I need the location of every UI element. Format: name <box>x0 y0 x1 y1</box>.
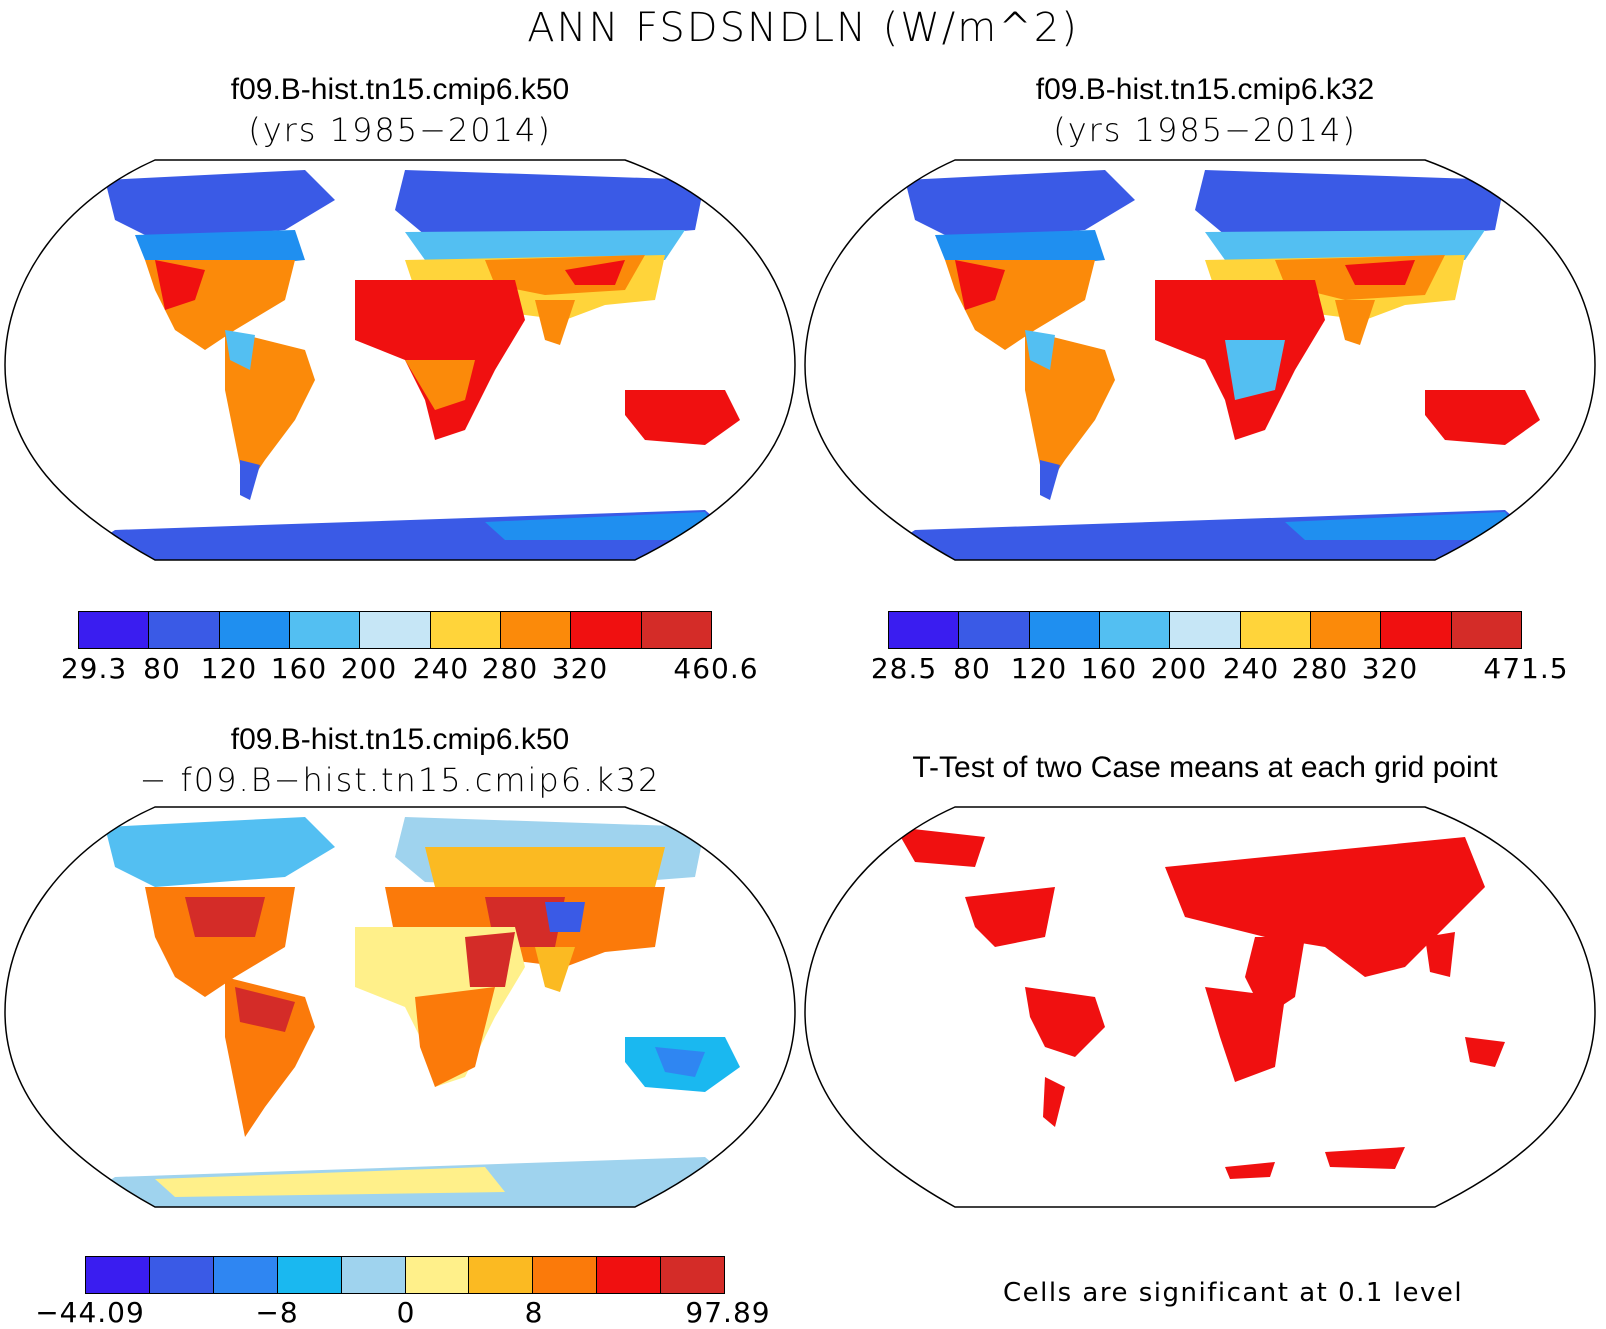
colorbar-swatch <box>1310 612 1382 648</box>
panel-k50-title: f09.B-hist.tn15.cmip6.k50 (yrs 1985−2014… <box>0 70 800 150</box>
colorbar-swatch <box>500 612 572 648</box>
panel-k32-case: f09.B-hist.tn15.cmip6.k32 <box>1035 73 1375 106</box>
panel-k32-years: (yrs 1985−2014) <box>1053 111 1357 149</box>
panel-ttest-title: T-Test of two Case means at each grid po… <box>805 748 1605 788</box>
colorbar-tick-label: 97.89 <box>685 1296 771 1329</box>
panel-diff-case-b: − f09.B−hist.tn15.cmip6.k32 <box>139 761 661 799</box>
colorbar-swatch <box>959 612 1030 648</box>
panel-k50-years: (yrs 1985−2014) <box>248 111 552 149</box>
colorbar-tick-label: 120 <box>200 652 258 685</box>
colorbar-swatch <box>533 1257 598 1293</box>
colorbar-swatch <box>430 612 501 648</box>
colorbar-tick-label: 0 <box>396 1296 416 1329</box>
map-k50 <box>4 159 796 561</box>
colorbar-swatch <box>571 612 642 648</box>
colorbar-diff <box>85 1256 725 1294</box>
significance-note: Cells are significant at 0.1 level <box>1003 1278 1464 1308</box>
colorbar-tick-label: 320 <box>1361 652 1419 685</box>
map-ttest <box>804 806 1596 1208</box>
colorbar-swatch <box>405 1257 470 1293</box>
panel-diff-title: f09.B-hist.tn15.cmip6.k50 − f09.B−hist.t… <box>0 720 800 800</box>
figure-title: ANN FSDSNDLN (W/m^2) <box>527 5 1079 51</box>
colorbar-tick-label: 460.6 <box>673 652 759 685</box>
colorbar-swatch <box>79 612 150 648</box>
colorbar-k32 <box>888 611 1522 649</box>
colorbar-swatch <box>213 1257 278 1293</box>
map-k32 <box>804 159 1596 561</box>
colorbar-tick-label: 320 <box>551 652 609 685</box>
colorbar-tick-label: 160 <box>270 652 328 685</box>
colorbar-swatch <box>1029 612 1100 648</box>
colorbar-tick-label: −8 <box>255 1296 299 1329</box>
colorbar-swatch <box>86 1257 150 1293</box>
colorbar-swatch <box>889 612 960 648</box>
colorbar-swatch <box>661 1257 725 1293</box>
colorbar-tick-label: 80 <box>953 652 991 685</box>
colorbar-swatch <box>1240 612 1311 648</box>
colorbar-tick-label: 200 <box>1150 652 1208 685</box>
panel-diff-case-a: f09.B-hist.tn15.cmip6.k50 <box>230 723 570 756</box>
colorbar-swatch <box>149 1257 214 1293</box>
colorbar-swatch <box>341 1257 406 1293</box>
colorbar-tick-label: 240 <box>412 652 470 685</box>
colorbar-swatch <box>219 612 290 648</box>
colorbar-swatch <box>1099 612 1171 648</box>
colorbar-k50 <box>78 611 712 649</box>
significant-cells <box>895 827 1505 1179</box>
colorbar-swatch <box>1170 612 1241 648</box>
colorbar-tick-label: 280 <box>1291 652 1349 685</box>
colorbar-swatch <box>277 1257 342 1293</box>
colorbar-tick-label: 471.5 <box>1483 652 1569 685</box>
map-diff <box>4 806 796 1208</box>
colorbar-swatch <box>641 612 711 648</box>
colorbar-tick-label: 28.5 <box>870 652 938 685</box>
colorbar-tick-label: 120 <box>1010 652 1068 685</box>
colorbar-tick-label: 80 <box>143 652 181 685</box>
colorbar-tick-label: 200 <box>340 652 398 685</box>
colorbar-swatch <box>360 612 431 648</box>
colorbar-tick-label: 160 <box>1080 652 1138 685</box>
colorbar-swatch <box>149 612 220 648</box>
panel-ttest-heading: T-Test of two Case means at each grid po… <box>912 751 1498 784</box>
colorbar-tick-label: 8 <box>524 1296 544 1329</box>
colorbar-tick-label: −44.09 <box>35 1296 145 1329</box>
colorbar-tick-label: 240 <box>1222 652 1280 685</box>
colorbar-swatch <box>1451 612 1521 648</box>
panel-k50-case: f09.B-hist.tn15.cmip6.k50 <box>230 73 570 106</box>
colorbar-swatch <box>289 612 361 648</box>
colorbar-tick-label: 29.3 <box>60 652 128 685</box>
colorbar-swatch <box>469 1257 534 1293</box>
colorbar-swatch <box>597 1257 662 1293</box>
colorbar-tick-label: 280 <box>481 652 539 685</box>
colorbar-swatch <box>1381 612 1452 648</box>
panel-k32-title: f09.B-hist.tn15.cmip6.k32 (yrs 1985−2014… <box>805 70 1605 150</box>
